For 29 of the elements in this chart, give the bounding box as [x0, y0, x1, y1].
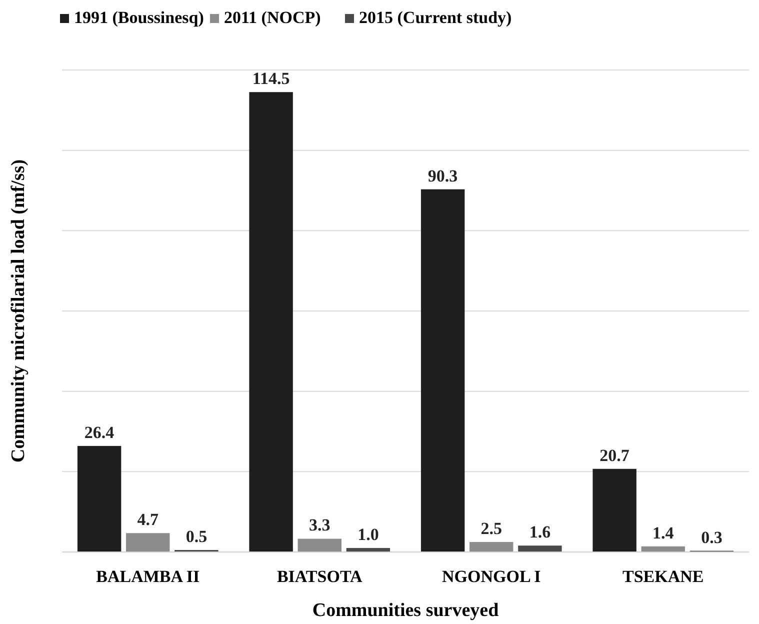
data-label: 4.7	[137, 510, 159, 530]
data-label: 1.6	[529, 522, 551, 542]
x-tick-label: BIATSOTA	[276, 567, 364, 586]
data-label: 2.5	[480, 518, 502, 538]
bar	[126, 533, 170, 552]
bar	[518, 546, 562, 552]
data-label: 3.3	[309, 516, 330, 535]
x-tick-label: BALAMBA II	[96, 567, 200, 586]
x-axis-title: Communities surveyed	[312, 600, 500, 621]
legend-label: 1991 (Boussinesq)	[74, 8, 204, 27]
data-label: 1.0	[358, 524, 379, 544]
data-label: 26.4	[84, 422, 115, 442]
bar	[420, 189, 465, 552]
bar	[249, 92, 293, 552]
data-label: 1.4	[652, 523, 674, 542]
data-label: 0.5	[186, 526, 208, 546]
data-label: 90.3	[428, 166, 458, 186]
bar	[592, 468, 636, 552]
data-label: 20.7	[600, 446, 630, 465]
bar	[298, 538, 342, 552]
bar	[77, 446, 122, 552]
legend-label: 2015 (Current study)	[359, 8, 512, 27]
data-label: 0.3	[701, 528, 722, 547]
bar	[470, 542, 514, 552]
x-tick-label: TSEKANE	[622, 567, 704, 586]
data-label: 114.5	[252, 69, 290, 88]
y-axis-title: Community microfilarial load (mf/ss)	[8, 159, 29, 463]
x-tick-label: NGONGOL I	[442, 567, 542, 586]
legend-label: 2011 (NOCP)	[224, 8, 321, 27]
